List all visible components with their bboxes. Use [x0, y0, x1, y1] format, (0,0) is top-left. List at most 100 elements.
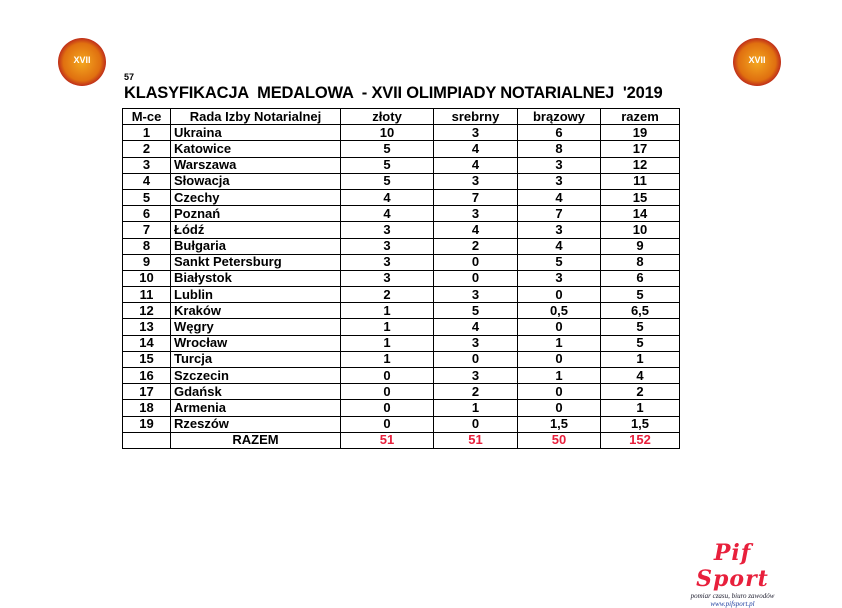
silver-cell: 2 — [433, 237, 518, 255]
council-cell: Wrocław — [170, 334, 341, 352]
council-cell: Łódź — [170, 221, 341, 239]
silver-cell: 4 — [433, 156, 518, 174]
gold-cell: 5 — [340, 156, 434, 174]
gold-cell: 3 — [340, 253, 434, 271]
rank-cell: 9 — [122, 253, 171, 271]
silver-cell: 3 — [433, 172, 518, 190]
bronze-cell: 3 — [517, 172, 601, 190]
total-cell: 14 — [600, 205, 680, 223]
gold-cell: 2 — [340, 286, 434, 304]
table-row: 4 Słowacja 5 3 3 11 — [122, 172, 680, 190]
gold-cell: 10 — [340, 124, 434, 142]
rank-cell: 5 — [122, 188, 171, 207]
bronze-cell: 6 — [517, 124, 601, 142]
total-cell: 1,5 — [600, 415, 680, 433]
bronze-cell: 8 — [517, 140, 601, 158]
silver-cell: 0 — [433, 269, 518, 288]
pif-sport-logo: Pif Sport pomiar czasu, biuro zawodów ww… — [690, 540, 775, 608]
silver-cell: 4 — [433, 140, 518, 158]
bronze-cell: 4 — [517, 188, 601, 207]
total-cell: 15 — [600, 188, 680, 207]
council-cell: Gdańsk — [170, 383, 341, 401]
silver-cell: 1 — [433, 399, 518, 417]
total-value: 51 — [340, 431, 434, 449]
gold-cell: 3 — [340, 237, 434, 255]
bronze-cell: 1 — [517, 366, 601, 385]
silver-cell: 3 — [433, 366, 518, 385]
council-cell: Węgry — [170, 318, 341, 336]
rank-cell: 14 — [122, 334, 171, 352]
total-cell: 4 — [600, 366, 680, 385]
silver-cell: 0 — [433, 253, 518, 271]
rank-cell: 11 — [122, 286, 171, 304]
olympiad-logo-right: XVII — [733, 38, 781, 86]
table-row: 15 Turcja 1 0 0 1 — [122, 350, 680, 369]
council-cell: Szczecin — [170, 366, 341, 385]
bronze-cell: 0 — [517, 286, 601, 304]
bronze-cell: 0,5 — [517, 302, 601, 320]
total-row: RAZEM 51 51 50 152 — [122, 431, 680, 449]
rank-cell: 7 — [122, 221, 171, 239]
total-cell: 5 — [600, 286, 680, 304]
total-cell: 10 — [600, 221, 680, 239]
silver-cell: 2 — [433, 383, 518, 401]
council-cell: Armenia — [170, 399, 341, 417]
gold-cell: 5 — [340, 140, 434, 158]
total-cell: 5 — [600, 318, 680, 336]
rank-cell: 1 — [122, 124, 171, 142]
rank-cell: 17 — [122, 383, 171, 401]
table-row: 1 Ukraina 10 3 6 19 — [122, 124, 680, 142]
total-cell: 9 — [600, 237, 680, 255]
bronze-cell: 1 — [517, 334, 601, 352]
table-row: 18 Armenia 0 1 0 1 — [122, 399, 680, 417]
page-title: KLASYFIKACJA MEDALOWA - XVII OLIMPIADY N… — [124, 84, 663, 102]
total-cell: 19 — [600, 124, 680, 142]
council-cell: Czechy — [170, 188, 341, 207]
column-header: brązowy — [517, 107, 601, 126]
table-row: 13 Węgry 1 4 0 5 — [122, 318, 680, 336]
table-row: 12 Kraków 1 5 0,5 6,5 — [122, 302, 680, 320]
rank-cell: 6 — [122, 205, 171, 223]
total-value: 152 — [600, 431, 680, 449]
bronze-cell: 0 — [517, 399, 601, 417]
table-row: 14 Wrocław 1 3 1 5 — [122, 334, 680, 352]
table-row: 19 Rzeszów 0 0 1,5 1,5 — [122, 415, 680, 433]
rank-cell: 18 — [122, 399, 171, 417]
column-header: Rada Izby Notarialnej — [170, 107, 341, 126]
bronze-cell: 0 — [517, 350, 601, 369]
council-cell: Warszawa — [170, 156, 341, 174]
bronze-cell: 3 — [517, 156, 601, 174]
silver-cell: 7 — [433, 188, 518, 207]
bronze-cell: 3 — [517, 269, 601, 288]
gold-cell: 4 — [340, 188, 434, 207]
council-cell: Sankt Petersburg — [170, 253, 341, 271]
table-row: 8 Bułgaria 3 2 4 9 — [122, 237, 680, 255]
council-cell: Kraków — [170, 302, 341, 320]
council-cell: Ukraina — [170, 124, 341, 142]
total-cell: 2 — [600, 383, 680, 401]
rank-cell: 8 — [122, 237, 171, 255]
silver-cell: 4 — [433, 318, 518, 336]
gold-cell: 4 — [340, 205, 434, 223]
header-row: M-ce Rada Izby Notarialnej złoty srebrny brą… — [122, 107, 680, 126]
silver-cell: 4 — [433, 221, 518, 239]
column-header: złoty — [340, 107, 434, 126]
silver-cell: 5 — [433, 302, 518, 320]
medal-table: M-ce Rada Izby Notarialnej złoty srebrny brą… — [122, 107, 680, 449]
total-cell: 1 — [600, 350, 680, 369]
council-cell: Białystok — [170, 269, 341, 288]
table-row: 16 Szczecin 0 3 1 4 — [122, 366, 680, 385]
table-row: 5 Czechy 4 7 4 15 — [122, 188, 680, 207]
table-row: 3 Warszawa 5 4 3 12 — [122, 156, 680, 174]
total-cell: 6 — [600, 269, 680, 288]
gold-cell: 3 — [340, 269, 434, 288]
total-cell: 12 — [600, 156, 680, 174]
gold-cell: 1 — [340, 334, 434, 352]
total-value: 51 — [433, 431, 518, 449]
rank-cell: 15 — [122, 350, 171, 369]
page-number: 57 — [124, 72, 135, 82]
gold-cell: 1 — [340, 302, 434, 320]
rank-cell: 19 — [122, 415, 171, 433]
total-cell: 6,5 — [600, 302, 680, 320]
bronze-cell: 5 — [517, 253, 601, 271]
